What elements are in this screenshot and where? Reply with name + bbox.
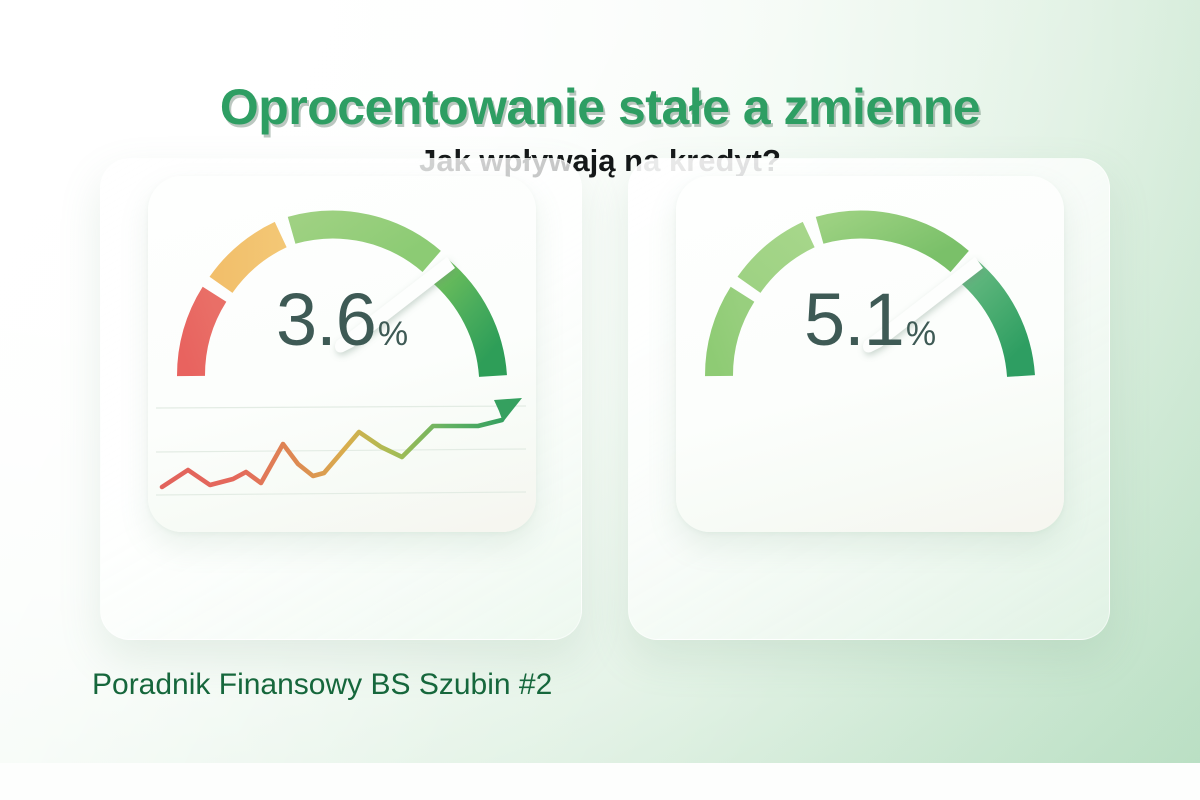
sparkline-arrow-icon <box>494 398 522 422</box>
gauge-value-number: 5.1 <box>803 278 905 361</box>
gauge-segment-amber <box>209 221 287 294</box>
gauge-fixed-rate <box>176 210 507 378</box>
gauge-value-fixed-rate: 3.6 % <box>148 283 536 357</box>
flatline-variable-rate <box>702 440 1053 446</box>
gauge-value-variable-rate: 5.1 % <box>676 283 1064 357</box>
gauge-segment-light-green <box>287 210 441 273</box>
gauge-segment-green-4 <box>957 259 1035 378</box>
gauge-needle-variable-rate <box>863 257 983 353</box>
gauge-segment-deep-green <box>429 259 507 378</box>
gauge-segment-red <box>176 286 227 377</box>
gauge-variable-rate <box>704 210 1035 378</box>
gauge-value-unit: % <box>905 315 937 353</box>
sparkline-path <box>159 417 505 490</box>
gauge-arc-track <box>176 210 507 378</box>
gauge-segment-green-1 <box>704 286 755 377</box>
gauge-arc-track <box>704 210 1035 378</box>
gauge-value-number: 3.6 <box>275 278 377 361</box>
gauge-needle-fixed-rate <box>335 257 455 353</box>
gauge-segment-green-2 <box>737 221 815 294</box>
background-bottom-band <box>0 763 1200 800</box>
page-title: Oprocentowanie stałe a zmienne <box>219 79 981 135</box>
sparkline-fixed-rate <box>155 398 527 496</box>
gauge-segment-green-3 <box>815 210 969 273</box>
gauge-value-unit: % <box>377 315 409 353</box>
footer-caption: Poradnik Finansowy BS Szubin #2 <box>92 668 553 701</box>
